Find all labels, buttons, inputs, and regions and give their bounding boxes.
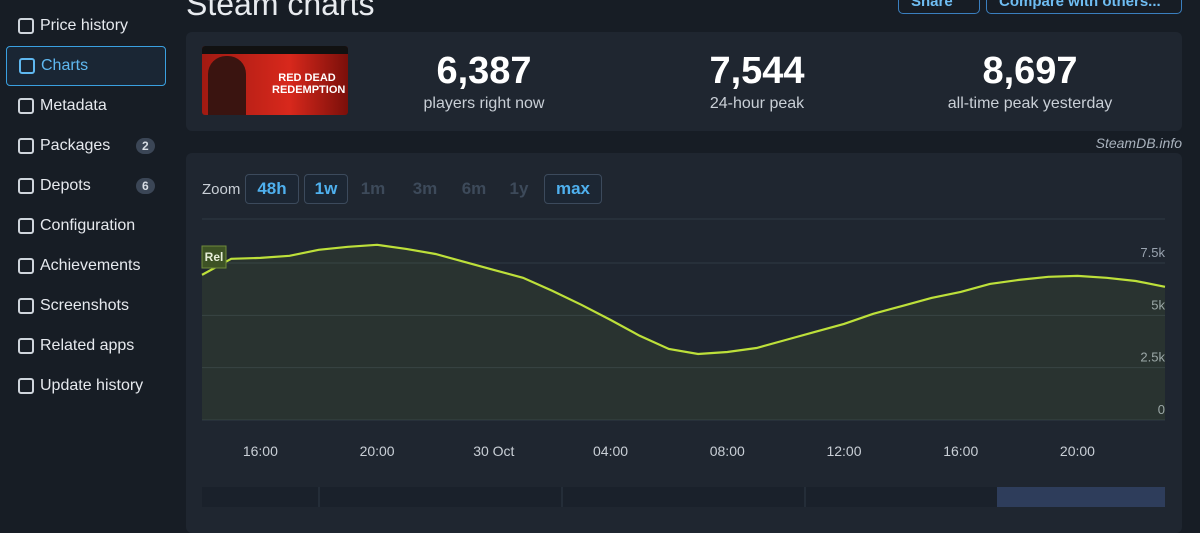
zoom-button[interactable]: 6m	[461, 179, 487, 198]
stat-label: 24-hour peak	[709, 95, 805, 112]
navigator-window	[997, 487, 1165, 507]
annotation: Rel	[205, 250, 224, 264]
icon	[18, 298, 34, 314]
x-tick-label: 16:00	[943, 443, 978, 459]
stat-value: 8,697	[982, 50, 1078, 92]
game-image: RED DEAD REDEMPTION	[202, 46, 348, 115]
x-tick-label: 16:00	[243, 443, 278, 459]
icon	[18, 338, 34, 354]
compare-button[interactable]: Compare with others...	[986, 0, 1182, 14]
navigator	[202, 487, 1165, 507]
stat: 6,387 players right now	[354, 50, 614, 113]
badge: 6	[136, 178, 155, 194]
y-tick-label: 7.5k	[1140, 245, 1165, 260]
icon	[18, 218, 34, 234]
sidebar-label: Packages	[40, 137, 111, 154]
icon	[18, 138, 34, 154]
sidebar-item[interactable]: Screenshots	[6, 286, 166, 326]
sidebar-item[interactable]: Charts	[6, 46, 166, 86]
sidebar-label: Update history	[40, 377, 144, 394]
area	[202, 244, 1165, 420]
y-tick-label: 0	[1158, 402, 1165, 417]
sidebar-label: Related apps	[40, 337, 135, 354]
sidebar-item[interactable]: Update history	[6, 366, 166, 406]
zoom-button[interactable]: max	[544, 174, 602, 204]
chart-panel	[186, 153, 1182, 533]
sidebar-label: Charts	[41, 57, 89, 74]
sidebar-label: Price history	[40, 17, 129, 34]
sidebar-label: Screenshots	[40, 297, 129, 314]
sidebar-label: Configuration	[40, 217, 136, 234]
x-tick-label: 08:00	[710, 443, 745, 459]
page-title: Steam charts	[186, 0, 375, 22]
badge: 2	[136, 138, 155, 154]
stat: 7,544 24-hour peak	[627, 50, 887, 113]
icon	[18, 178, 34, 194]
sidebar-label: Metadata	[40, 97, 107, 114]
stat-label: players right now	[423, 95, 545, 112]
y-tick-label: 2.5k	[1140, 350, 1165, 365]
zoom-button[interactable]: 48h	[245, 174, 299, 204]
stat-value: 6,387	[436, 50, 532, 92]
stats-card	[186, 32, 1182, 131]
icon	[18, 378, 34, 394]
sidebar-item[interactable]: Depots 6	[6, 166, 166, 206]
sidebar-item[interactable]: Price history	[6, 6, 166, 46]
credit: SteamDB.info	[1095, 135, 1182, 151]
sidebar-item[interactable]: Packages 2	[6, 126, 166, 166]
sidebar-label: Achievements	[40, 257, 141, 274]
zoom-label: Zoom	[202, 181, 241, 198]
x-tick-label: 20:00	[1060, 443, 1095, 459]
icon	[18, 258, 34, 274]
sidebar-label: Depots	[40, 177, 91, 194]
icon	[18, 18, 34, 34]
sidebar-item[interactable]: Metadata	[6, 86, 166, 126]
chart: 0 2.5k 5k 7.5k 16:00 20:00 30 Oct 04:00 08:00 12:…	[201, 218, 1166, 507]
stat-value: 7,544	[709, 50, 805, 92]
zoom-button[interactable]: 1w	[304, 174, 348, 204]
zoom-button[interactable]: 1m	[360, 179, 386, 198]
icon	[19, 58, 35, 74]
stat: 8,697 all-time peak yesterday	[900, 50, 1160, 113]
x-tick-label: 20:00	[360, 443, 395, 459]
line	[201, 243, 1166, 356]
annotation-box	[201, 245, 227, 269]
page: Steam charts Share Compare with others..…	[6, 0, 1182, 533]
share-button[interactable]: Share	[898, 0, 980, 14]
game-image-text: RED DEAD REDEMPTION	[272, 72, 346, 96]
y-tick-label: 5k	[1151, 297, 1165, 312]
zoom-button[interactable]: 3m	[412, 179, 438, 198]
sidebar-item[interactable]: Achievements	[6, 246, 166, 286]
zoom-button[interactable]: 1y	[509, 179, 529, 198]
x-tick-label: 12:00	[826, 443, 861, 459]
x-tick-label: 04:00	[593, 443, 628, 459]
sidebar-item[interactable]: Related apps	[6, 326, 166, 366]
sidebar-item[interactable]: Configuration	[6, 206, 166, 246]
x-tick-label: 30 Oct	[473, 443, 514, 459]
icon	[18, 98, 34, 114]
stat-label: all-time peak yesterday	[947, 95, 1113, 112]
